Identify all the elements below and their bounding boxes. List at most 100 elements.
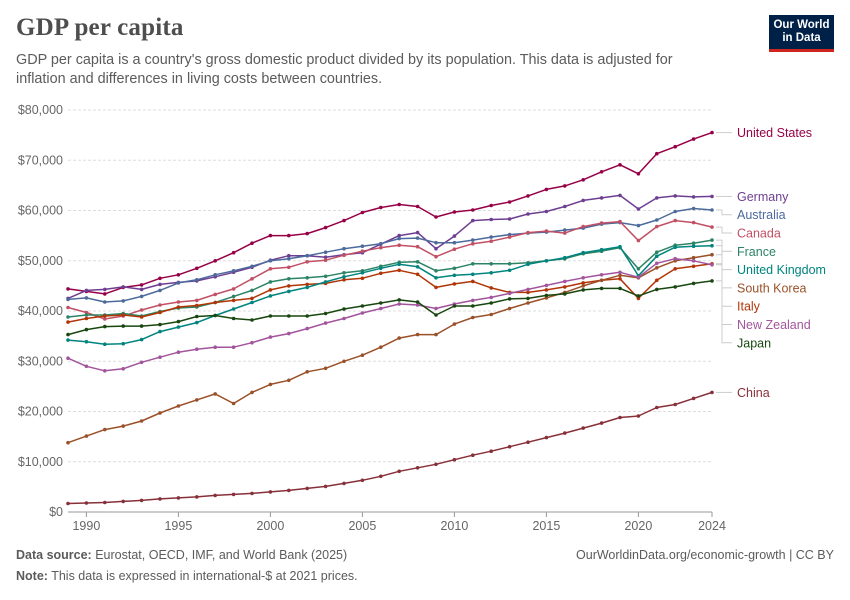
series-label-france: France <box>737 245 776 259</box>
data-point <box>544 187 549 192</box>
data-point <box>673 245 677 249</box>
data-point <box>305 231 310 236</box>
data-point <box>379 306 383 311</box>
data-point <box>213 392 217 396</box>
series-line-japan <box>67 280 713 336</box>
data-point <box>691 220 696 225</box>
data-point <box>397 233 402 238</box>
data-point <box>655 224 659 229</box>
series-label-china: China <box>737 386 770 400</box>
owid-logo[interactable]: Our World in Data <box>769 15 834 52</box>
data-point <box>342 359 346 364</box>
data-point <box>139 308 144 312</box>
data-point <box>139 315 144 319</box>
source-link[interactable]: OurWorldinData.org/economic-growth | CC … <box>576 548 834 562</box>
y-tick-label: $50,000 <box>18 254 63 268</box>
data-point <box>268 382 273 387</box>
data-point <box>231 492 236 497</box>
data-point <box>710 252 714 257</box>
data-point <box>195 303 199 308</box>
data-point <box>66 338 70 342</box>
data-point <box>158 355 162 360</box>
data-point <box>489 239 494 243</box>
data-point <box>195 298 199 303</box>
data-point <box>415 466 420 470</box>
data-point <box>581 281 585 285</box>
chart-note: Note: This data is expressed in internat… <box>16 569 358 583</box>
data-point <box>710 390 714 395</box>
label-connector <box>716 263 732 307</box>
data-point <box>287 331 291 336</box>
data-point <box>231 345 236 350</box>
data-point <box>231 316 236 321</box>
data-point <box>673 256 677 261</box>
y-tick-label: $0 <box>49 505 63 519</box>
data-point <box>268 288 273 292</box>
data-point <box>342 218 346 223</box>
data-point <box>507 297 512 301</box>
data-point <box>121 424 125 428</box>
logo-line-1: Our World <box>773 19 830 31</box>
data-point <box>526 230 530 235</box>
data-point <box>507 235 512 239</box>
data-point <box>250 288 254 293</box>
data-point <box>415 272 420 277</box>
data-point <box>379 266 383 271</box>
data-point <box>213 292 217 297</box>
data-source: Data source: Eurostat, OECD, IMF, and Wo… <box>16 548 347 562</box>
data-point <box>489 312 494 317</box>
data-point <box>379 474 383 479</box>
data-point <box>452 247 457 251</box>
data-point <box>103 342 107 347</box>
data-point <box>158 322 162 327</box>
data-point <box>121 299 125 303</box>
data-point <box>655 254 659 258</box>
data-point <box>507 217 512 221</box>
data-point <box>231 250 236 255</box>
data-point <box>139 283 144 287</box>
data-point <box>544 283 549 288</box>
data-point <box>379 301 383 305</box>
data-point <box>599 247 604 252</box>
data-point <box>526 194 530 198</box>
data-point <box>305 486 310 491</box>
data-point <box>176 404 181 408</box>
data-point <box>176 319 181 324</box>
data-point <box>618 219 622 224</box>
data-point <box>231 294 236 299</box>
data-point <box>231 287 236 291</box>
data-point <box>691 259 696 263</box>
data-point <box>691 241 696 245</box>
data-point <box>599 221 604 225</box>
data-point <box>195 266 199 271</box>
data-point <box>452 273 457 278</box>
y-tick-label: $70,000 <box>18 153 63 167</box>
data-point <box>195 495 199 499</box>
data-point <box>103 427 107 432</box>
data-point <box>489 203 494 208</box>
data-point <box>618 244 622 249</box>
data-point <box>139 498 144 503</box>
series-label-germany: Germany <box>737 190 789 204</box>
data-point <box>158 310 162 315</box>
data-point <box>268 267 273 271</box>
data-point <box>397 469 402 474</box>
data-point <box>250 264 254 269</box>
data-point <box>691 264 696 269</box>
grid-lines <box>68 109 712 513</box>
series-line-germany <box>67 194 713 300</box>
data-point <box>121 367 125 371</box>
data-point <box>231 307 236 311</box>
data-point <box>636 238 641 243</box>
data-point <box>434 246 438 251</box>
data-point <box>397 262 402 267</box>
data-point <box>581 426 585 430</box>
data-point <box>526 212 530 216</box>
data-point <box>544 296 549 300</box>
data-point <box>544 229 549 233</box>
label-connector <box>716 264 732 325</box>
data-point <box>250 390 254 395</box>
data-point <box>360 353 365 358</box>
series-label-united-kingdom: United Kingdom <box>737 263 826 277</box>
data-point <box>526 287 530 292</box>
